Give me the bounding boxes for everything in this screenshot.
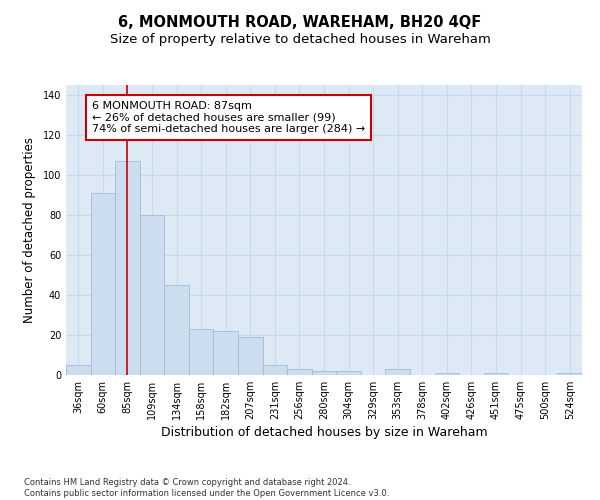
Bar — [385, 369, 410, 375]
Bar — [312, 371, 336, 375]
Bar — [238, 337, 263, 375]
Bar — [164, 285, 189, 375]
Bar — [484, 373, 508, 375]
X-axis label: Distribution of detached houses by size in Wareham: Distribution of detached houses by size … — [161, 426, 487, 439]
Bar — [557, 373, 582, 375]
Bar — [263, 365, 287, 375]
Bar — [214, 331, 238, 375]
Bar — [115, 161, 140, 375]
Bar — [336, 371, 361, 375]
Text: 6, MONMOUTH ROAD, WAREHAM, BH20 4QF: 6, MONMOUTH ROAD, WAREHAM, BH20 4QF — [118, 15, 482, 30]
Bar — [434, 373, 459, 375]
Bar — [66, 365, 91, 375]
Text: 6 MONMOUTH ROAD: 87sqm
← 26% of detached houses are smaller (99)
74% of semi-det: 6 MONMOUTH ROAD: 87sqm ← 26% of detached… — [92, 101, 365, 134]
Text: Contains HM Land Registry data © Crown copyright and database right 2024.
Contai: Contains HM Land Registry data © Crown c… — [24, 478, 389, 498]
Text: Size of property relative to detached houses in Wareham: Size of property relative to detached ho… — [110, 32, 490, 46]
Bar — [140, 215, 164, 375]
Bar — [189, 329, 214, 375]
Bar — [91, 193, 115, 375]
Bar — [287, 369, 312, 375]
Y-axis label: Number of detached properties: Number of detached properties — [23, 137, 35, 323]
